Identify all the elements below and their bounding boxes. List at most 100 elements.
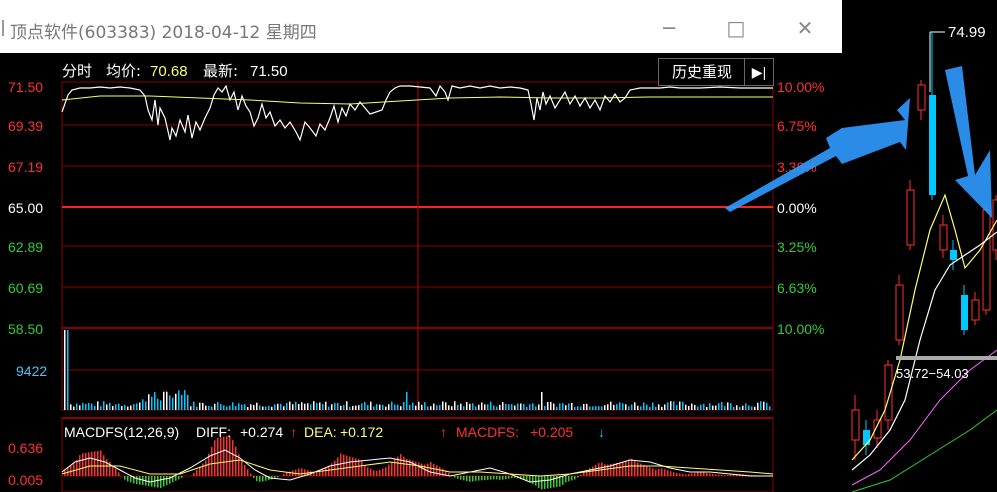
macd-bar (163, 476, 165, 487)
macd-bar (508, 476, 510, 479)
macd-bar (580, 474, 582, 476)
macd-bar (109, 461, 111, 476)
volume-bar (196, 406, 198, 410)
volume-bar (427, 406, 429, 410)
volume-bar (676, 405, 678, 410)
volume-bar (718, 403, 720, 410)
volume-bar (217, 401, 219, 410)
macd-bar (643, 464, 645, 476)
macd-bar (118, 472, 120, 476)
macd-bar (625, 461, 627, 476)
macd-dea-line (61, 459, 774, 477)
volume-bar (751, 406, 753, 410)
macd-bar (751, 474, 753, 476)
volume-bar (358, 405, 360, 410)
volume-bar (550, 401, 552, 410)
macd-bar (523, 476, 525, 481)
volume-bar (703, 403, 705, 410)
volume-bar (166, 391, 168, 410)
volume-bar (319, 402, 321, 410)
volume-bar (118, 403, 120, 410)
volume-bar (373, 406, 375, 410)
macd-bar (664, 469, 666, 476)
history-replay-button[interactable]: 历史重现 (658, 58, 746, 86)
volume-bar (757, 402, 759, 410)
macd-bar (388, 464, 390, 476)
macd-bar (67, 467, 69, 476)
macd-bar (412, 460, 414, 476)
macd-bar (253, 476, 255, 478)
macd-bar (379, 469, 381, 476)
macd-bar (550, 476, 552, 488)
candle-body (884, 364, 893, 421)
volume-bar (115, 404, 117, 410)
macd-bar (718, 474, 720, 476)
macd-bar (157, 476, 159, 488)
volume-bar (130, 405, 132, 410)
macd-bar (274, 476, 276, 479)
volume-bar (187, 394, 189, 410)
volume-bar (742, 405, 744, 410)
macd-bar (73, 463, 75, 476)
macd-bar (130, 476, 132, 483)
volume-bar (520, 403, 522, 410)
macd-bar (196, 469, 198, 476)
volume-bar (277, 403, 279, 410)
volume-bar (646, 404, 648, 410)
candlesticks (851, 32, 997, 460)
volume-bar (568, 403, 570, 410)
volume-bar (100, 406, 102, 410)
macd-bar (688, 473, 690, 476)
macd-bar (445, 470, 447, 476)
macd-bar (709, 473, 711, 476)
volume-bar (283, 406, 285, 410)
candle-body (961, 295, 968, 330)
macd-diff-value: +0.274 (240, 424, 283, 440)
macd-bar (97, 450, 99, 476)
minimize-icon[interactable]: ─ (662, 16, 676, 40)
close-icon[interactable]: ✕ (796, 16, 814, 40)
macd-bar (169, 476, 171, 484)
volume-bar (529, 404, 531, 410)
volume-bar (349, 406, 351, 410)
macd-bar (256, 476, 258, 482)
macd-bar (337, 457, 339, 476)
volume-bar (724, 406, 726, 410)
macd-name: MACDFS(12,26,9) (64, 424, 179, 440)
volume-bar (352, 405, 354, 410)
ma-line (851, 349, 997, 486)
volume-bar (343, 405, 345, 410)
macd-bar (706, 472, 708, 476)
macd-bar (682, 473, 684, 476)
volume-bar (655, 406, 657, 410)
volume-bar (688, 405, 690, 410)
macd-bar (367, 467, 369, 476)
volume-bar (400, 406, 402, 410)
volume-bar (292, 404, 294, 410)
macd-bar (112, 465, 114, 476)
macd-bar (691, 473, 693, 476)
volume-bar (493, 405, 495, 410)
replay-arrow-icon[interactable]: ▶| (744, 58, 774, 86)
volume-bar (289, 401, 291, 410)
volume-bar (661, 406, 663, 410)
volume-bar (712, 405, 714, 410)
macd-bar (535, 476, 537, 486)
intraday-chart[interactable]: 分时 均价: 70.68 最新: 71.50 71.50 69.39 67.19… (0, 53, 842, 492)
volume-bar (673, 401, 675, 410)
macd-bar (133, 476, 135, 484)
volume-bar (424, 402, 426, 410)
candle-body (971, 299, 980, 321)
volume-bar (124, 404, 126, 410)
macd-bar (649, 467, 651, 476)
maximize-icon[interactable]: □ (726, 16, 746, 40)
volume-bar (271, 406, 273, 410)
volume-bar (226, 406, 228, 410)
macd-bar (139, 476, 141, 485)
macd-bar (82, 453, 84, 476)
volume-bar (274, 404, 276, 410)
macd-bar (415, 461, 417, 476)
volume-bar (394, 404, 396, 410)
daily-kline-panel[interactable]: 74.99 53.72−54.03 (842, 0, 997, 492)
pct-tick: 0.00% (777, 200, 817, 216)
